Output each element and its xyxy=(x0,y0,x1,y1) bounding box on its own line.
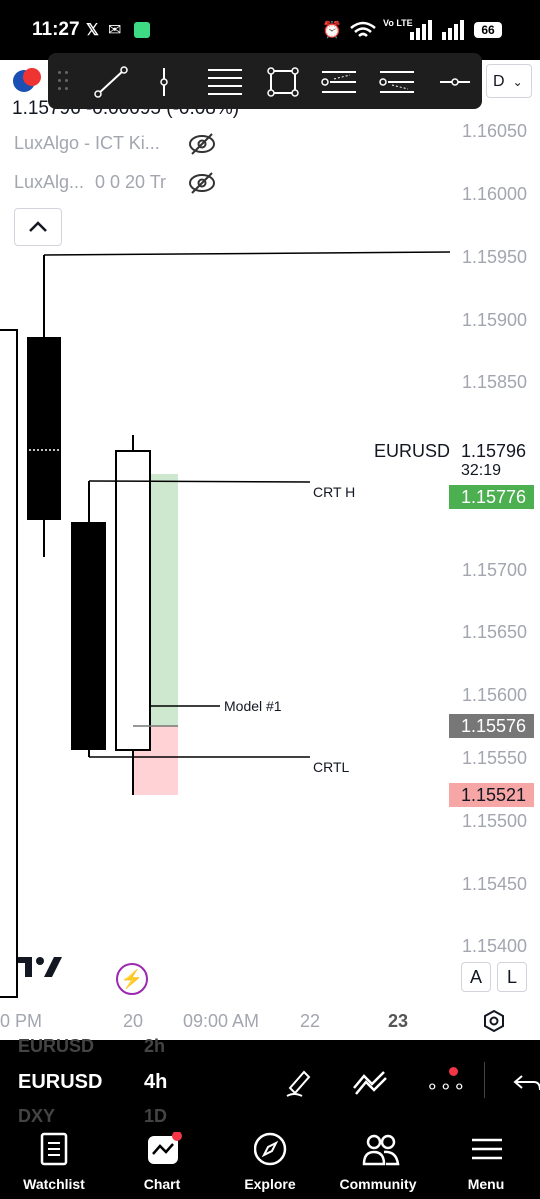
trend-line-icon[interactable] xyxy=(94,66,128,98)
time-tick: 0 PM xyxy=(0,1011,43,1031)
indicator-label-1[interactable]: LuxAlgo - ICT Ki... xyxy=(14,133,160,153)
nav-label: Explore xyxy=(244,1176,296,1192)
price-tick: 1.15950 xyxy=(462,247,528,267)
price-tick: 1.16000 xyxy=(462,184,528,204)
more-options-icon[interactable]: ∘∘∘ xyxy=(426,1076,467,1098)
collapse-legend-button[interactable] xyxy=(14,208,62,246)
battery-indicator: 66 xyxy=(474,22,502,38)
nav-explore[interactable]: Explore xyxy=(216,1122,324,1199)
symbol-selector[interactable]: EURUSD xyxy=(18,1071,103,1093)
auto-scale-button[interactable]: A xyxy=(461,962,491,992)
candle xyxy=(71,522,106,750)
lightning-icon[interactable]: ⚡ xyxy=(116,963,148,995)
log-scale-button[interactable]: L xyxy=(497,962,527,992)
price-tick: 1.15450 xyxy=(462,874,528,894)
price-tick: 1.15900 xyxy=(462,310,528,330)
mail-icon: ✉ xyxy=(108,22,122,39)
tradingview-logo xyxy=(18,957,62,977)
ghost-symbol: EURUSD xyxy=(18,1036,95,1056)
time-tick: 23 xyxy=(388,1011,409,1031)
red-price-label: 1.15521 xyxy=(449,783,534,807)
watchlist-icon xyxy=(40,1132,68,1166)
x-app-icon: 𝕏 xyxy=(86,22,99,39)
signal-icon xyxy=(410,20,464,40)
settings-icon[interactable] xyxy=(482,1009,506,1033)
candle xyxy=(27,337,61,520)
divider xyxy=(484,1062,485,1098)
nav-label: Community xyxy=(339,1176,417,1192)
fib-retracement-icon[interactable] xyxy=(206,66,244,98)
menu-icon xyxy=(472,1138,502,1160)
gray-price-label: 1.15576 xyxy=(449,714,534,738)
symbol-flag-icon[interactable] xyxy=(12,66,42,96)
model-label: Model #1 xyxy=(224,698,282,714)
compass-icon xyxy=(254,1132,287,1166)
candlestick-chart[interactable] xyxy=(0,0,450,1005)
community-icon xyxy=(362,1134,400,1166)
bar-countdown: 32:19 xyxy=(461,462,502,479)
undo-icon[interactable] xyxy=(512,1070,540,1094)
nav-chart[interactable]: Chart xyxy=(108,1122,216,1199)
wifi-icon xyxy=(350,21,376,37)
nav-watchlist[interactable]: Watchlist xyxy=(0,1122,108,1199)
price-tick: 1.15400 xyxy=(462,936,528,956)
interval-selector[interactable]: 4h xyxy=(144,1071,168,1093)
ghost-interval: 1D xyxy=(144,1106,168,1126)
app-notification-icon xyxy=(134,22,150,38)
crt-high-label: CRT H xyxy=(313,484,356,500)
time-tick: 22 xyxy=(300,1011,321,1031)
chart-icon xyxy=(148,1132,182,1164)
time-tick: 09:00 AM xyxy=(183,1011,260,1031)
ghost-interval: 2h xyxy=(144,1036,166,1056)
chevron-up-icon xyxy=(29,221,47,232)
bottom-navigation[interactable]: Watchlist Chart Explore Community Menu xyxy=(0,1122,540,1199)
indicators-icon[interactable] xyxy=(352,1068,388,1096)
nav-label: Chart xyxy=(143,1176,181,1192)
drag-handle-icon[interactable] xyxy=(58,69,70,93)
short-position-icon[interactable] xyxy=(378,66,416,98)
crt-high-line xyxy=(88,480,311,483)
crt-low-label: CRTL xyxy=(313,759,350,775)
vertical-line-icon[interactable] xyxy=(154,66,174,98)
drawing-toolbar[interactable] xyxy=(48,53,482,109)
status-bar: 11:27 𝕏 ✉ ⏰ Vo LTE 66 xyxy=(0,0,540,60)
chevron-down-icon: ⌄ xyxy=(512,75,523,89)
currency-badge: D xyxy=(493,73,505,90)
nav-label: Watchlist xyxy=(23,1176,85,1192)
nav-menu[interactable]: Menu xyxy=(432,1122,540,1199)
symbol-axis-label: EURUSD xyxy=(374,441,451,461)
nav-label: Menu xyxy=(467,1176,505,1192)
candle xyxy=(0,329,18,998)
status-time: 11:27 xyxy=(32,19,80,40)
long-position-icon[interactable] xyxy=(320,66,358,98)
time-tick: 20 xyxy=(123,1011,144,1031)
indicator-label-2[interactable]: LuxAlg... xyxy=(14,172,85,192)
currency-dropdown[interactable]: D ⌄ xyxy=(486,64,532,98)
price-tick: 1.15550 xyxy=(462,748,528,768)
nav-community[interactable]: Community xyxy=(324,1122,432,1199)
green-price-label: 1.15776 xyxy=(449,485,534,509)
price-tick: 1.15650 xyxy=(462,622,528,642)
indicator-params: 0 0 20 Tr xyxy=(95,172,167,192)
rectangle-icon[interactable] xyxy=(266,66,300,98)
ghost-symbol: DXY xyxy=(18,1106,56,1126)
eye-hidden-icon[interactable] xyxy=(188,132,216,156)
notification-dot xyxy=(449,1067,458,1076)
high-line xyxy=(43,251,450,256)
last-price-label: 1.15796 xyxy=(461,441,527,461)
alarm-icon: ⏰ xyxy=(322,22,342,39)
price-tick: 1.16050 xyxy=(462,121,528,141)
network-label: Vo LTE xyxy=(383,18,413,28)
symbol-interval-panel[interactable]: EURUSD 2h EURUSD 4h DXY 1D ∘∘∘ xyxy=(0,1036,540,1126)
price-tick: 1.15700 xyxy=(462,560,528,580)
price-tick: 1.15500 xyxy=(462,811,528,831)
price-tick: 1.15850 xyxy=(462,372,528,392)
candle xyxy=(115,450,151,751)
drawing-pen-icon[interactable] xyxy=(284,1066,316,1098)
horizontal-line-icon[interactable] xyxy=(438,66,472,98)
eye-hidden-icon[interactable] xyxy=(188,171,216,195)
price-tick: 1.15600 xyxy=(462,685,528,705)
